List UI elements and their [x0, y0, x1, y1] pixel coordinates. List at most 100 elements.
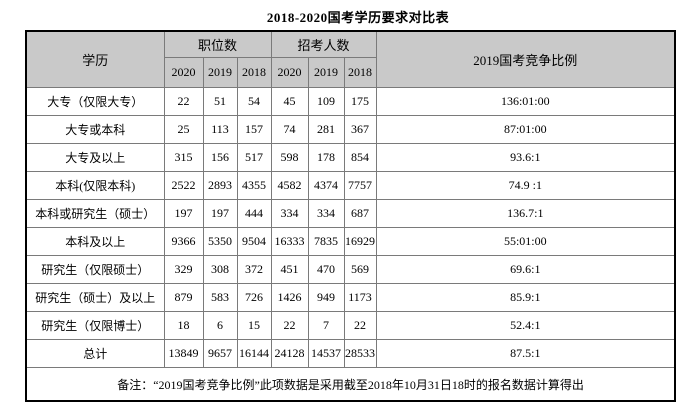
- table-row: 本科(仅限本科) 2522 2893 4355 4582 4374 7757 7…: [25, 171, 676, 200]
- pos-2020: 13849: [163, 339, 204, 368]
- pos-2018: 54: [236, 87, 272, 116]
- rec-2018: 16929: [343, 227, 377, 256]
- rec-2019: 470: [307, 255, 345, 284]
- rec-2020: 334: [270, 199, 309, 228]
- row-label: 研究生（仅限博士）: [25, 311, 165, 340]
- rec-2019: 949: [307, 283, 345, 312]
- table-header: 学历 职位数 招考人数 2019国考竞争比例 2020 2019 2018 20…: [25, 30, 676, 88]
- table-row: 本科或研究生（硕士） 197 197 444 334 334 687 136.7…: [25, 199, 676, 228]
- rec-2020: 598: [270, 143, 309, 172]
- header-recruits-2020: 2020: [270, 57, 309, 88]
- pos-2018: 444: [236, 199, 272, 228]
- row-label: 本科(仅限本科): [25, 171, 165, 200]
- pos-2020: 879: [163, 283, 204, 312]
- pos-2019: 583: [202, 283, 238, 312]
- ratio-value: 74.9 :1: [375, 171, 676, 200]
- ratio-value: 136.7:1: [375, 199, 676, 228]
- table-row: 研究生（仅限博士） 18 6 15 22 7 22 52.4:1: [25, 311, 676, 340]
- pos-2019: 5350: [202, 227, 238, 256]
- row-label: 本科或研究生（硕士）: [25, 199, 165, 228]
- pos-2019: 156: [202, 143, 238, 172]
- rec-2020: 45: [270, 87, 309, 116]
- rec-2020: 24128: [270, 339, 309, 368]
- pos-2019: 6: [202, 311, 238, 340]
- ratio-value: 87.5:1: [375, 339, 676, 368]
- row-label: 大专或本科: [25, 115, 165, 144]
- pos-2019: 308: [202, 255, 238, 284]
- pos-2020: 18: [163, 311, 204, 340]
- pos-2019: 113: [202, 115, 238, 144]
- header-recruits-2019: 2019: [307, 57, 345, 88]
- header-recruits-group: 招考人数: [270, 30, 377, 58]
- pos-2020: 22: [163, 87, 204, 116]
- rec-2019: 109: [307, 87, 345, 116]
- rec-2019: 14537: [307, 339, 345, 368]
- rec-2019: 334: [307, 199, 345, 228]
- pos-2018: 517: [236, 143, 272, 172]
- rec-2018: 22: [343, 311, 377, 340]
- rec-2018: 687: [343, 199, 377, 228]
- pos-2020: 9366: [163, 227, 204, 256]
- pos-2018: 726: [236, 283, 272, 312]
- rec-2019: 7835: [307, 227, 345, 256]
- pos-2019: 197: [202, 199, 238, 228]
- rec-2020: 22: [270, 311, 309, 340]
- pos-2020: 329: [163, 255, 204, 284]
- rec-2018: 569: [343, 255, 377, 284]
- table-row: 研究生（仅限硕士） 329 308 372 451 470 569 69.6:1: [25, 255, 676, 284]
- rec-2019: 4374: [307, 171, 345, 200]
- pos-2019: 9657: [202, 339, 238, 368]
- table-row-total: 总计 13849 9657 16144 24128 14537 28533 87…: [25, 339, 676, 368]
- pos-2018: 16144: [236, 339, 272, 368]
- note-row: 备注：“2019国考竞争比例”此项数据是采用截至2018年10月31日18时的报…: [25, 367, 676, 402]
- ratio-value: 136:01:00: [375, 87, 676, 116]
- ratio-value: 55:01:00: [375, 227, 676, 256]
- row-label: 总计: [25, 339, 165, 368]
- row-label: 研究生（硕士）及以上: [25, 283, 165, 312]
- page-title: 2018-2020国考学历要求对比表: [266, 10, 450, 25]
- rec-2020: 451: [270, 255, 309, 284]
- header-education: 学历: [25, 30, 165, 88]
- table-note: 备注：“2019国考竞争比例”此项数据是采用截至2018年10月31日18时的报…: [25, 367, 676, 402]
- rec-2018: 854: [343, 143, 377, 172]
- rec-2019: 7: [307, 311, 345, 340]
- ratio-value: 52.4:1: [375, 311, 676, 340]
- header-positions-2018: 2018: [236, 57, 272, 88]
- pos-2020: 197: [163, 199, 204, 228]
- pos-2020: 25: [163, 115, 204, 144]
- rec-2018: 1173: [343, 283, 377, 312]
- rec-2020: 16333: [270, 227, 309, 256]
- pos-2018: 4355: [236, 171, 272, 200]
- pos-2019: 2893: [202, 171, 238, 200]
- pos-2018: 9504: [236, 227, 272, 256]
- table-row: 大专或本科 25 113 157 74 281 367 87:01:00: [25, 115, 676, 144]
- pos-2019: 51: [202, 87, 238, 116]
- pos-2018: 372: [236, 255, 272, 284]
- pos-2018: 15: [236, 311, 272, 340]
- row-label: 研究生（仅限硕士）: [25, 255, 165, 284]
- table-row: 研究生（硕士）及以上 879 583 726 1426 949 1173 85.…: [25, 283, 676, 312]
- ratio-value: 87:01:00: [375, 115, 676, 144]
- table-row: 大专及以上 315 156 517 598 178 854 93.6:1: [25, 143, 676, 172]
- ratio-value: 69.6:1: [375, 255, 676, 284]
- table-row: 大专（仅限大专） 22 51 54 45 109 175 136:01:00: [25, 87, 676, 116]
- rec-2018: 7757: [343, 171, 377, 200]
- table-row: 本科及以上 9366 5350 9504 16333 7835 16929 55…: [25, 227, 676, 256]
- header-positions-group: 职位数: [163, 30, 272, 58]
- header-positions-2020: 2020: [163, 57, 204, 88]
- rec-2019: 178: [307, 143, 345, 172]
- rec-2018: 175: [343, 87, 377, 116]
- rec-2020: 1426: [270, 283, 309, 312]
- rec-2018: 28533: [343, 339, 377, 368]
- ratio-value: 93.6:1: [375, 143, 676, 172]
- header-recruits-2018: 2018: [343, 57, 377, 88]
- row-label: 本科及以上: [25, 227, 165, 256]
- pos-2018: 157: [236, 115, 272, 144]
- rec-2019: 281: [307, 115, 345, 144]
- comparison-table: 学历 职位数 招考人数 2019国考竞争比例 2020 2019 2018 20…: [25, 30, 677, 402]
- rec-2018: 367: [343, 115, 377, 144]
- table-body: 大专（仅限大专） 22 51 54 45 109 175 136:01:00 大…: [25, 87, 676, 368]
- pos-2020: 315: [163, 143, 204, 172]
- row-label: 大专（仅限大专）: [25, 87, 165, 116]
- row-label: 大专及以上: [25, 143, 165, 172]
